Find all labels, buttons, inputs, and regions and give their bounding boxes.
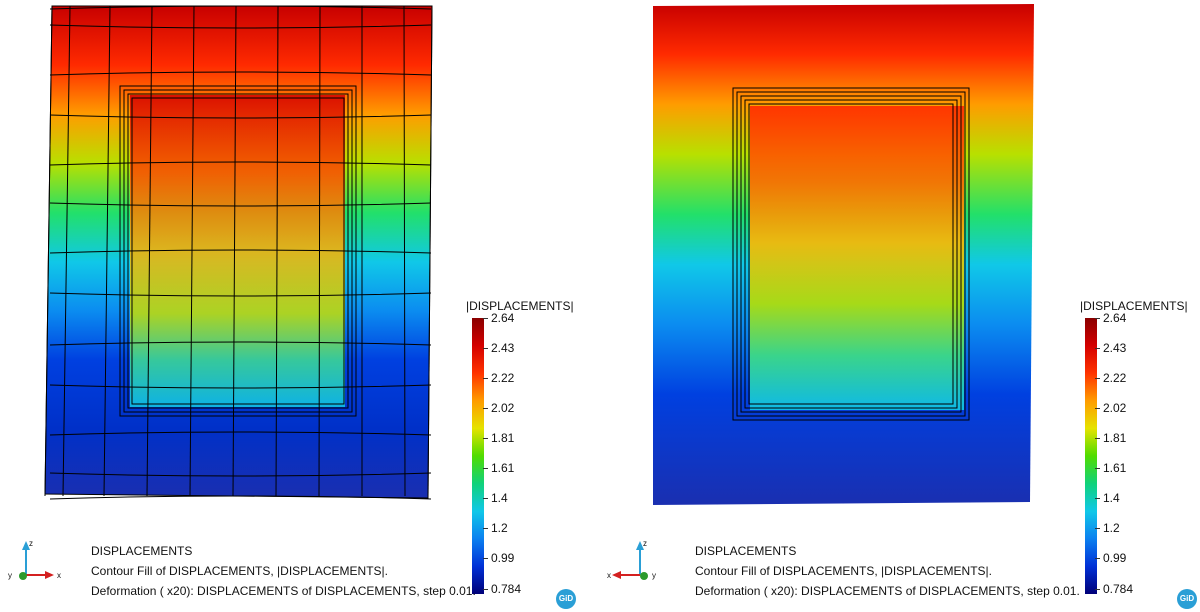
left-axis-label-x: x <box>57 571 61 580</box>
left-axis-label-z: z <box>29 539 33 548</box>
left-legend-tick: 1.81 <box>482 431 515 445</box>
right-legend-tick: 2.43 <box>1094 341 1127 355</box>
right-axis-label-z: z <box>643 539 647 548</box>
right-axis-label-x: x <box>607 571 611 580</box>
left-mesh-line <box>49 431 432 436</box>
right-axes-triad-icon: z x y <box>607 539 656 580</box>
left-mesh-line <box>49 5 432 10</box>
left-mesh-line <box>44 5 53 497</box>
right-legend-tick: 2.64 <box>1094 311 1127 325</box>
left-mesh-line <box>49 495 432 500</box>
right-gid-logo-icon: GiD <box>1177 589 1197 609</box>
left-mesh-line <box>275 5 279 497</box>
left-mesh-grid <box>44 5 433 500</box>
left-mesh-line <box>49 161 432 166</box>
right-legend-tick: 1.2 <box>1095 521 1120 535</box>
left-mesh-line <box>49 472 432 477</box>
left-mesh-line <box>49 292 432 297</box>
left-legend-tick: 1.61 <box>482 461 515 475</box>
left-mesh-line <box>403 5 406 497</box>
right-inner-opening-fill <box>750 106 964 410</box>
right-legend-colorbar <box>1085 318 1097 594</box>
right-info-line: DISPLACEMENTS <box>695 544 797 558</box>
right-legend-tick: 2.02 <box>1094 401 1127 415</box>
right-legend-tick: 1.81 <box>1094 431 1127 445</box>
right-legend-tick: 0.784 <box>1094 582 1134 596</box>
left-legend-tick: 2.22 <box>482 371 515 385</box>
left-mesh-line <box>49 249 432 254</box>
left-mesh-line <box>62 5 71 497</box>
left-info-line: Deformation ( x20): DISPLACEMENTS of DIS… <box>91 584 476 598</box>
left-legend-tick: 0.99 <box>482 551 515 565</box>
right-contour-plot[interactable] <box>600 0 1200 612</box>
right-info-line: Deformation ( x20): DISPLACEMENTS of DIS… <box>695 584 1080 598</box>
left-info-line: DISPLACEMENTS <box>91 544 193 558</box>
left-mesh-line <box>49 114 432 119</box>
left-legend-tick: 2.43 <box>482 341 515 355</box>
left-mesh-line <box>427 5 433 497</box>
right-info-text: DISPLACEMENTS Contour Fill of DISPLACEME… <box>695 541 1080 601</box>
left-mesh-line <box>49 341 432 346</box>
left-legend-tick: 1.4 <box>483 491 508 505</box>
left-info-line: Contour Fill of DISPLACEMENTS, |DISPLACE… <box>91 564 388 578</box>
left-gid-logo-icon: GiD <box>556 589 576 609</box>
left-legend-tick: 2.02 <box>482 401 515 415</box>
left-contour-plot[interactable] <box>0 0 600 612</box>
left-mesh-line <box>49 71 432 76</box>
right-legend-tick: 1.61 <box>1094 461 1127 475</box>
left-mesh-line <box>189 5 195 497</box>
left-viewport[interactable]: |DISPLACEMENTS| 2.64 2 <box>0 0 600 612</box>
left-axes-triad-icon: z x y <box>8 539 61 580</box>
right-legend-tick: 0.99 <box>1094 551 1127 565</box>
left-axis-label-y: y <box>8 571 12 580</box>
left-opening-frame <box>119 85 357 417</box>
left-mesh-line <box>49 24 432 29</box>
right-legend-tick: 2.22 <box>1094 371 1127 385</box>
left-legend-title: |DISPLACEMENTS| <box>466 299 574 313</box>
left-mesh-line <box>49 202 432 207</box>
right-legend-title: |DISPLACEMENTS| <box>1080 299 1188 313</box>
left-inner-opening-fill <box>130 95 345 407</box>
right-viewport[interactable]: |DISPLACEMENTS| 2.64 2 <box>600 0 1200 612</box>
left-legend-tick: 2.64 <box>482 311 515 325</box>
right-legend-tick: 1.4 <box>1095 491 1120 505</box>
left-legend-colorbar <box>472 318 484 594</box>
left-info-text: DISPLACEMENTS Contour Fill of DISPLACEME… <box>91 541 476 601</box>
left-mesh-line <box>49 384 432 389</box>
right-axis-label-y: y <box>652 571 656 580</box>
left-mesh-line <box>232 5 237 497</box>
right-opening-frame <box>732 87 970 421</box>
right-info-line: Contour Fill of DISPLACEMENTS, |DISPLACE… <box>695 564 992 578</box>
left-legend-tick: 0.784 <box>482 582 522 596</box>
left-legend-tick: 1.2 <box>483 521 508 535</box>
